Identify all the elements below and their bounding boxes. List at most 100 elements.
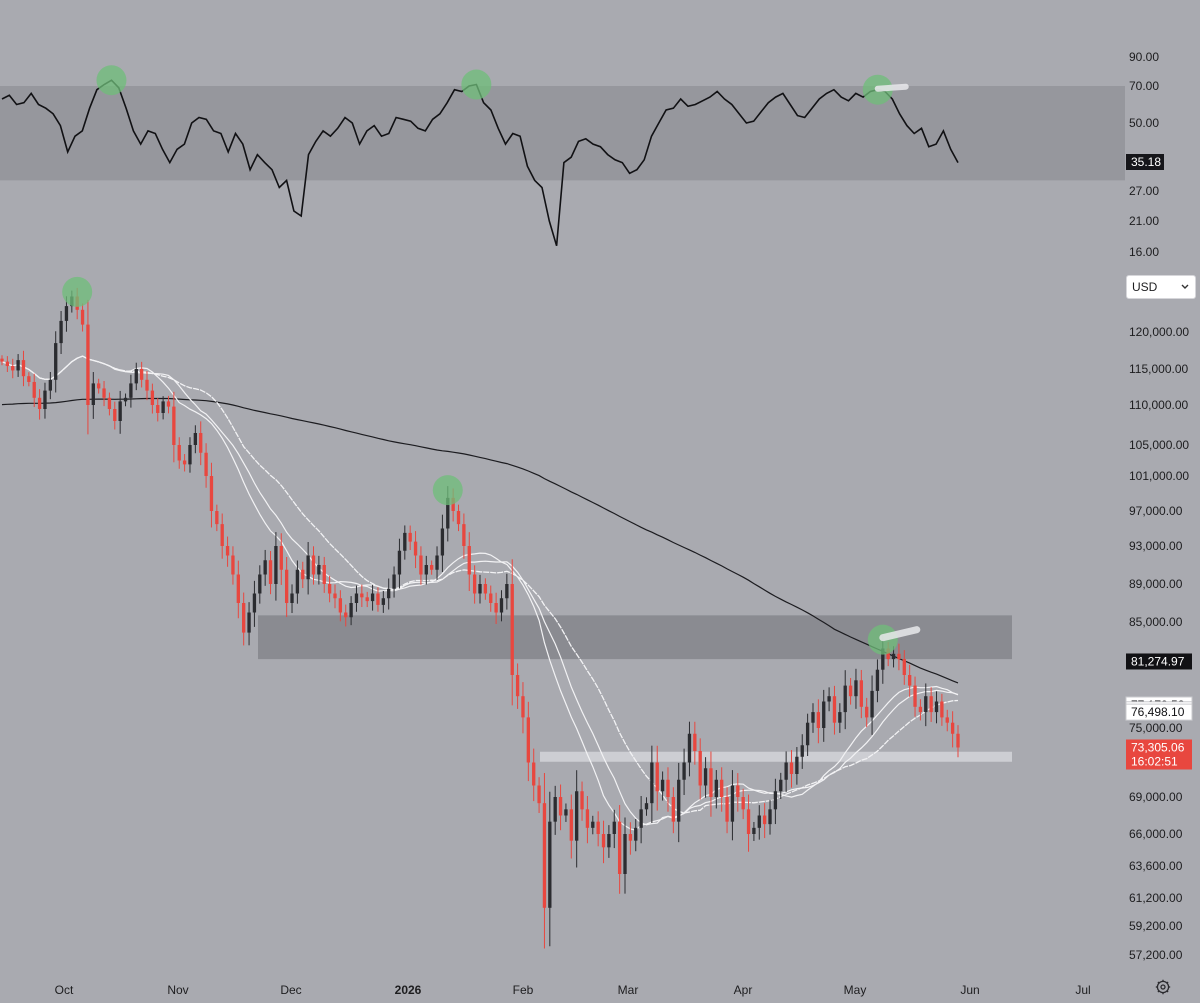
candle-body — [854, 680, 858, 697]
candle-body — [510, 584, 514, 675]
candle — [317, 555, 321, 585]
candle — [113, 401, 117, 430]
candle-body — [585, 809, 590, 828]
candle-body — [897, 653, 901, 660]
candle-body — [435, 555, 439, 570]
candle — [897, 643, 901, 671]
candle-body — [591, 821, 595, 828]
candle — [902, 650, 906, 685]
time-axis: Oct Nov Dec 2026 Feb Mar Apr May Jun Jul — [55, 983, 1091, 997]
candle — [252, 580, 257, 627]
candle-body — [80, 309, 85, 325]
candle-body — [199, 433, 203, 453]
candle — [172, 391, 176, 463]
oscillator-tick-label: 50.00 — [1129, 116, 1159, 130]
candle-body — [446, 497, 450, 529]
candle — [54, 331, 58, 393]
candle-body — [789, 762, 794, 774]
candle-body — [617, 821, 622, 874]
price-tick-label: 105,000.00 — [1129, 438, 1189, 452]
candle — [848, 677, 853, 705]
time-tick-label: Jun — [960, 983, 979, 997]
candle-body — [816, 712, 821, 728]
candle — [424, 555, 428, 585]
candle-body — [714, 779, 718, 797]
candle — [934, 691, 939, 724]
candle-body — [392, 574, 396, 589]
candle — [795, 747, 799, 785]
candle — [494, 592, 498, 624]
candle — [532, 748, 536, 802]
candle-body — [736, 785, 740, 797]
candle — [91, 372, 95, 419]
gear-icon[interactable] — [1155, 979, 1171, 995]
candle-body — [182, 460, 187, 465]
candle-body — [940, 701, 944, 718]
candle-body — [225, 546, 230, 556]
candle-body — [64, 306, 69, 321]
candle-body — [596, 821, 600, 834]
candle-body — [54, 343, 58, 380]
candle-body — [537, 785, 541, 804]
candle-body — [0, 358, 4, 362]
candle — [945, 709, 949, 732]
support-zone — [540, 751, 1012, 762]
candle-body — [945, 717, 949, 723]
candle — [859, 669, 863, 719]
candle-body — [150, 390, 155, 405]
candle-body — [123, 397, 128, 402]
candle — [311, 546, 316, 585]
candle-body — [757, 815, 761, 828]
candle — [225, 536, 230, 567]
candle — [435, 546, 439, 580]
candle — [462, 513, 466, 559]
candle — [80, 303, 85, 332]
candle — [118, 390, 122, 434]
candle-body — [677, 779, 681, 822]
candle — [306, 542, 310, 595]
candle — [698, 738, 702, 800]
price-candles — [0, 287, 960, 949]
candle — [327, 576, 332, 603]
candle — [720, 767, 724, 812]
candle-body — [387, 588, 391, 599]
candle-body — [274, 546, 278, 584]
candle — [27, 372, 31, 387]
candle — [757, 805, 761, 840]
candle-body — [639, 809, 643, 828]
candle — [601, 820, 606, 864]
candle-body — [193, 433, 198, 445]
price-trend-marker — [879, 626, 921, 642]
candle — [768, 799, 772, 835]
candle-body — [16, 360, 20, 371]
price-peak-marker — [62, 276, 93, 307]
oscillator-value-label: 35.18 — [1131, 155, 1161, 169]
candle-body — [644, 803, 649, 810]
time-tick-label: Nov — [167, 983, 188, 997]
candle — [21, 350, 26, 387]
candle — [693, 721, 697, 765]
candle — [483, 578, 488, 600]
candle — [628, 822, 633, 855]
candle — [193, 425, 198, 454]
candle-body — [413, 541, 418, 556]
price-tick-label: 120,000.00 — [1129, 325, 1189, 339]
candle — [655, 745, 659, 811]
candle — [102, 380, 106, 407]
candle — [392, 566, 396, 598]
candle — [188, 437, 192, 473]
candle — [429, 560, 434, 575]
candle-body — [875, 669, 880, 691]
price-tick-label: 57,200.00 — [1129, 948, 1183, 962]
candle-body — [456, 511, 461, 525]
currency-selector[interactable]: USD — [1126, 275, 1196, 299]
candle — [875, 659, 880, 703]
candle — [338, 590, 343, 622]
candle — [220, 513, 224, 559]
candle — [97, 378, 101, 394]
candle-body — [204, 452, 208, 476]
oscillator-peak-marker — [461, 69, 492, 100]
candle-body — [768, 809, 772, 825]
candle — [499, 590, 504, 622]
